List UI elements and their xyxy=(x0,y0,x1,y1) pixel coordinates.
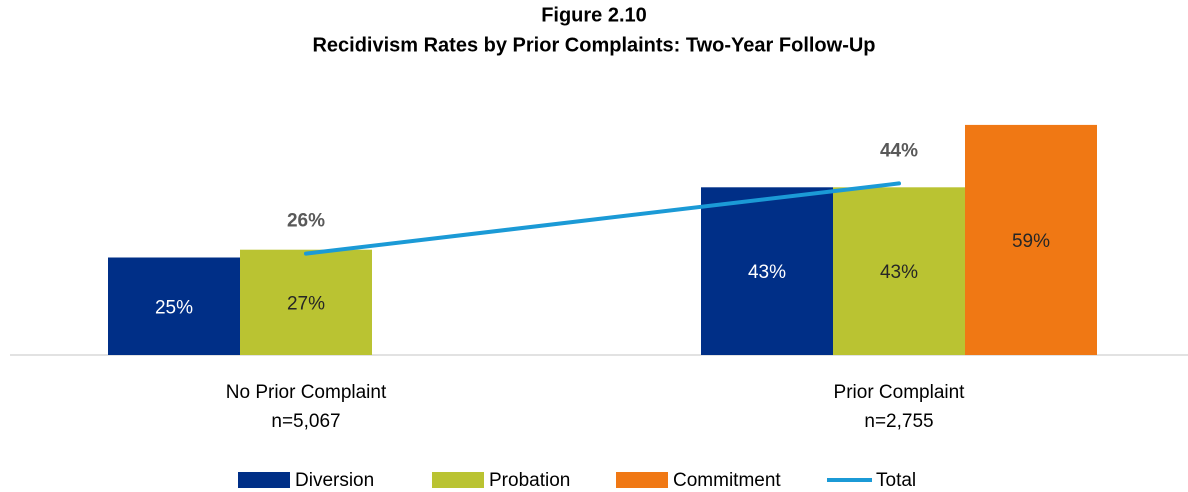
bar xyxy=(108,257,240,355)
chart-title: Figure 2.10 xyxy=(541,4,647,26)
value-label: 43% xyxy=(748,262,786,283)
legend-swatch xyxy=(616,472,668,488)
bar xyxy=(701,187,833,355)
value-label: 25% xyxy=(155,297,193,318)
legend-label: Commitment xyxy=(673,470,781,491)
legend-swatch xyxy=(432,472,484,488)
legend-label: Probation xyxy=(489,470,570,491)
value-label: 27% xyxy=(287,293,325,314)
bar xyxy=(833,187,965,355)
x-tick-count: n=2,755 xyxy=(864,411,933,432)
legend-label: Total xyxy=(876,470,916,491)
bar xyxy=(965,124,1097,356)
value-label: 43% xyxy=(880,262,918,283)
legend-swatch xyxy=(238,472,290,488)
line-label: 44% xyxy=(880,140,918,161)
x-tick-label: No Prior Complaint xyxy=(226,382,387,403)
line-label: 26% xyxy=(287,211,325,232)
legend-label: Diversion xyxy=(295,470,374,491)
line xyxy=(304,181,901,256)
x-tick-label: Prior Complaint xyxy=(834,382,966,403)
value-label: 59% xyxy=(1012,231,1050,252)
bar xyxy=(240,249,372,355)
chart-subtitle: Recidivism Rates by Prior Complaints: Tw… xyxy=(312,34,875,56)
x-tick-count: n=5,067 xyxy=(271,411,340,432)
